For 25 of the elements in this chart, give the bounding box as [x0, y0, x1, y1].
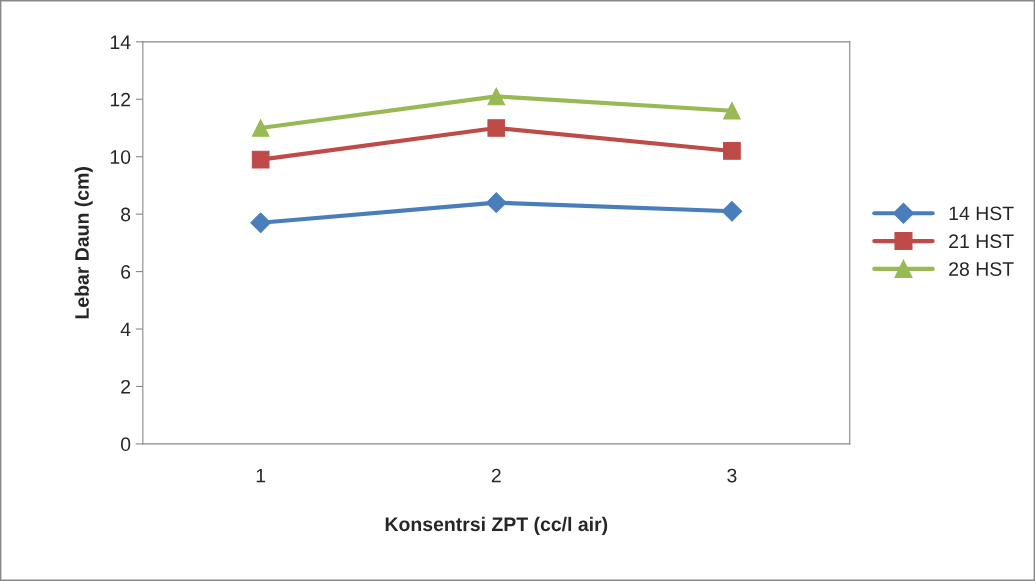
- y-tick-label: 8: [121, 207, 131, 222]
- y-tick-label: 4: [120, 322, 131, 337]
- point: [721, 200, 743, 222]
- y-tick-label: 14: [110, 35, 131, 49]
- point: [723, 101, 741, 120]
- y-tick-label: 6: [121, 265, 131, 279]
- legend-label: 21 HST: [949, 234, 1014, 249]
- point: [487, 87, 506, 106]
- x-tick-label: 1: [256, 468, 266, 483]
- point: [487, 119, 506, 137]
- y-tick-label: 2: [121, 379, 131, 394]
- y-tick-label: 12: [110, 92, 131, 107]
- point: [251, 150, 270, 169]
- point: [250, 212, 271, 234]
- point: [723, 142, 741, 160]
- x-tick-label: 2: [491, 468, 501, 483]
- y-tick-label: 0: [120, 437, 131, 452]
- x-axis-title: Konsentrsi ZPT (cc/l air): [385, 516, 608, 535]
- x-tick-label: 3: [727, 468, 737, 483]
- point: [251, 119, 270, 137]
- y-axis-title: Lebar Daun (cm): [74, 167, 93, 319]
- legend-label: 28 HST: [949, 262, 1014, 276]
- legend-label: 14 HST: [949, 206, 1014, 221]
- point: [485, 192, 507, 213]
- y-tick-label: 10: [110, 150, 131, 164]
